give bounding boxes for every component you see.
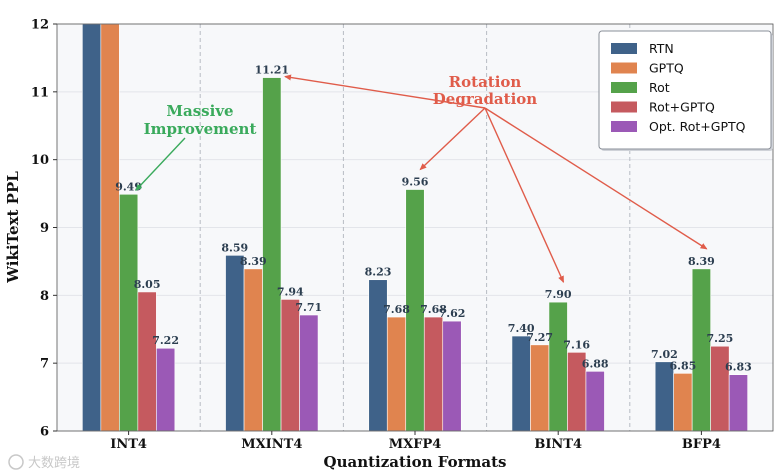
bar-rtn-bint4 <box>511 335 531 432</box>
value-label: 9.56 <box>402 176 429 189</box>
y-tick-label: 6 <box>40 425 49 440</box>
legend-swatch <box>611 43 637 54</box>
x-tick-label: BFP4 <box>682 437 721 452</box>
bar-rot-gptq-mxfp4 <box>423 316 444 432</box>
bar-rtn-int4 <box>82 23 102 432</box>
x-axis-title: Quantization Formats <box>324 453 507 471</box>
y-tick-label: 9 <box>40 221 49 236</box>
value-label: 7.90 <box>545 288 572 301</box>
bar-gptq-int4 <box>100 23 120 432</box>
y-tick-label: 11 <box>31 85 49 100</box>
bar-rot-gptq-mxint4 <box>280 299 300 432</box>
value-label: 8.59 <box>221 241 248 254</box>
legend-swatch <box>611 121 637 132</box>
bar-opt-rot-gptq-mxfp4 <box>442 320 462 432</box>
value-label: 7.94 <box>277 285 304 298</box>
value-label: 8.05 <box>134 278 161 291</box>
legend-swatch <box>611 62 637 74</box>
legend-label: RTN <box>649 41 674 56</box>
bar-opt-rot-gptq-bint4 <box>585 371 605 432</box>
bar-gptq-mxint4 <box>243 268 263 432</box>
bar-opt-rot-gptq-int4 <box>156 347 176 432</box>
x-tick-label: INT4 <box>110 437 147 452</box>
y-tick-label: 10 <box>31 153 49 168</box>
bar-rot-bfp4 <box>691 268 711 432</box>
value-label: 8.39 <box>240 255 267 268</box>
annotation-text-rotation: Rotation <box>449 73 522 91</box>
legend-box <box>598 30 772 150</box>
value-label: 7.22 <box>152 334 179 347</box>
bar-opt-rot-gptq-bfp4 <box>728 374 748 432</box>
value-label: 6.85 <box>670 359 697 372</box>
annotation-arrow-rotation <box>419 107 486 171</box>
value-label: 7.27 <box>526 331 553 344</box>
value-label: 7.68 <box>420 303 447 316</box>
bar-rtn-mxint4 <box>225 255 245 432</box>
value-label: 6.83 <box>725 361 752 374</box>
value-label: 7.25 <box>707 332 734 345</box>
annotation-arrow-massive <box>135 137 186 191</box>
legend-label: GPTQ <box>649 61 684 76</box>
legend-swatch <box>611 82 637 93</box>
annotation-text-massive: Massive <box>166 102 233 120</box>
value-label: 7.02 <box>651 348 678 361</box>
legend-swatch <box>611 101 637 113</box>
y-tick-label: 12 <box>31 18 49 33</box>
value-label: 7.40 <box>508 322 535 335</box>
legend-label: Rot+GPTQ <box>649 100 715 115</box>
bar-rot-gptq-int4 <box>137 291 157 432</box>
value-label: 8.39 <box>688 255 715 268</box>
bar-opt-rot-gptq-mxint4 <box>299 314 319 432</box>
legend-label: Opt. Rot+GPTQ <box>649 119 746 134</box>
value-label: 7.71 <box>295 301 322 314</box>
x-tick-label: BINT4 <box>534 437 582 452</box>
annotation-text-rotation: Degradation <box>433 90 538 108</box>
bar-gptq-bint4 <box>530 344 550 432</box>
y-tick-label: 7 <box>40 357 49 372</box>
bar-rot-gptq-bfp4 <box>710 345 730 432</box>
y-tick-label: 8 <box>40 289 49 304</box>
x-tick-label: MXFP4 <box>389 437 442 452</box>
value-label: 9.49 <box>115 180 142 193</box>
legend-label: Rot <box>649 80 670 95</box>
x-tick-label: MXINT4 <box>241 437 302 452</box>
bar-rot-bint4 <box>548 301 568 432</box>
watermark-logo-icon <box>8 454 24 470</box>
annotation-arrow-rotation <box>484 107 565 284</box>
bar-rot-int4 <box>119 193 139 432</box>
value-label: 11.21 <box>255 64 289 77</box>
annotation-arrow-rotation <box>284 74 486 109</box>
annotation-arrow-rotation <box>484 107 708 250</box>
bar-gptq-bfp4 <box>673 373 693 432</box>
watermark: 大数跨境 <box>8 454 80 471</box>
value-label: 6.88 <box>582 357 609 370</box>
annotation-text-massive: Improvement <box>144 120 257 138</box>
value-label: 7.16 <box>563 338 590 351</box>
value-label: 7.62 <box>439 307 466 320</box>
y-axis-title: WikiText PPL <box>4 171 22 284</box>
watermark-text: 大数跨境 <box>28 456 80 471</box>
value-label: 8.23 <box>365 266 392 279</box>
bar-gptq-mxfp4 <box>386 316 407 432</box>
value-label: 7.68 <box>383 303 410 316</box>
